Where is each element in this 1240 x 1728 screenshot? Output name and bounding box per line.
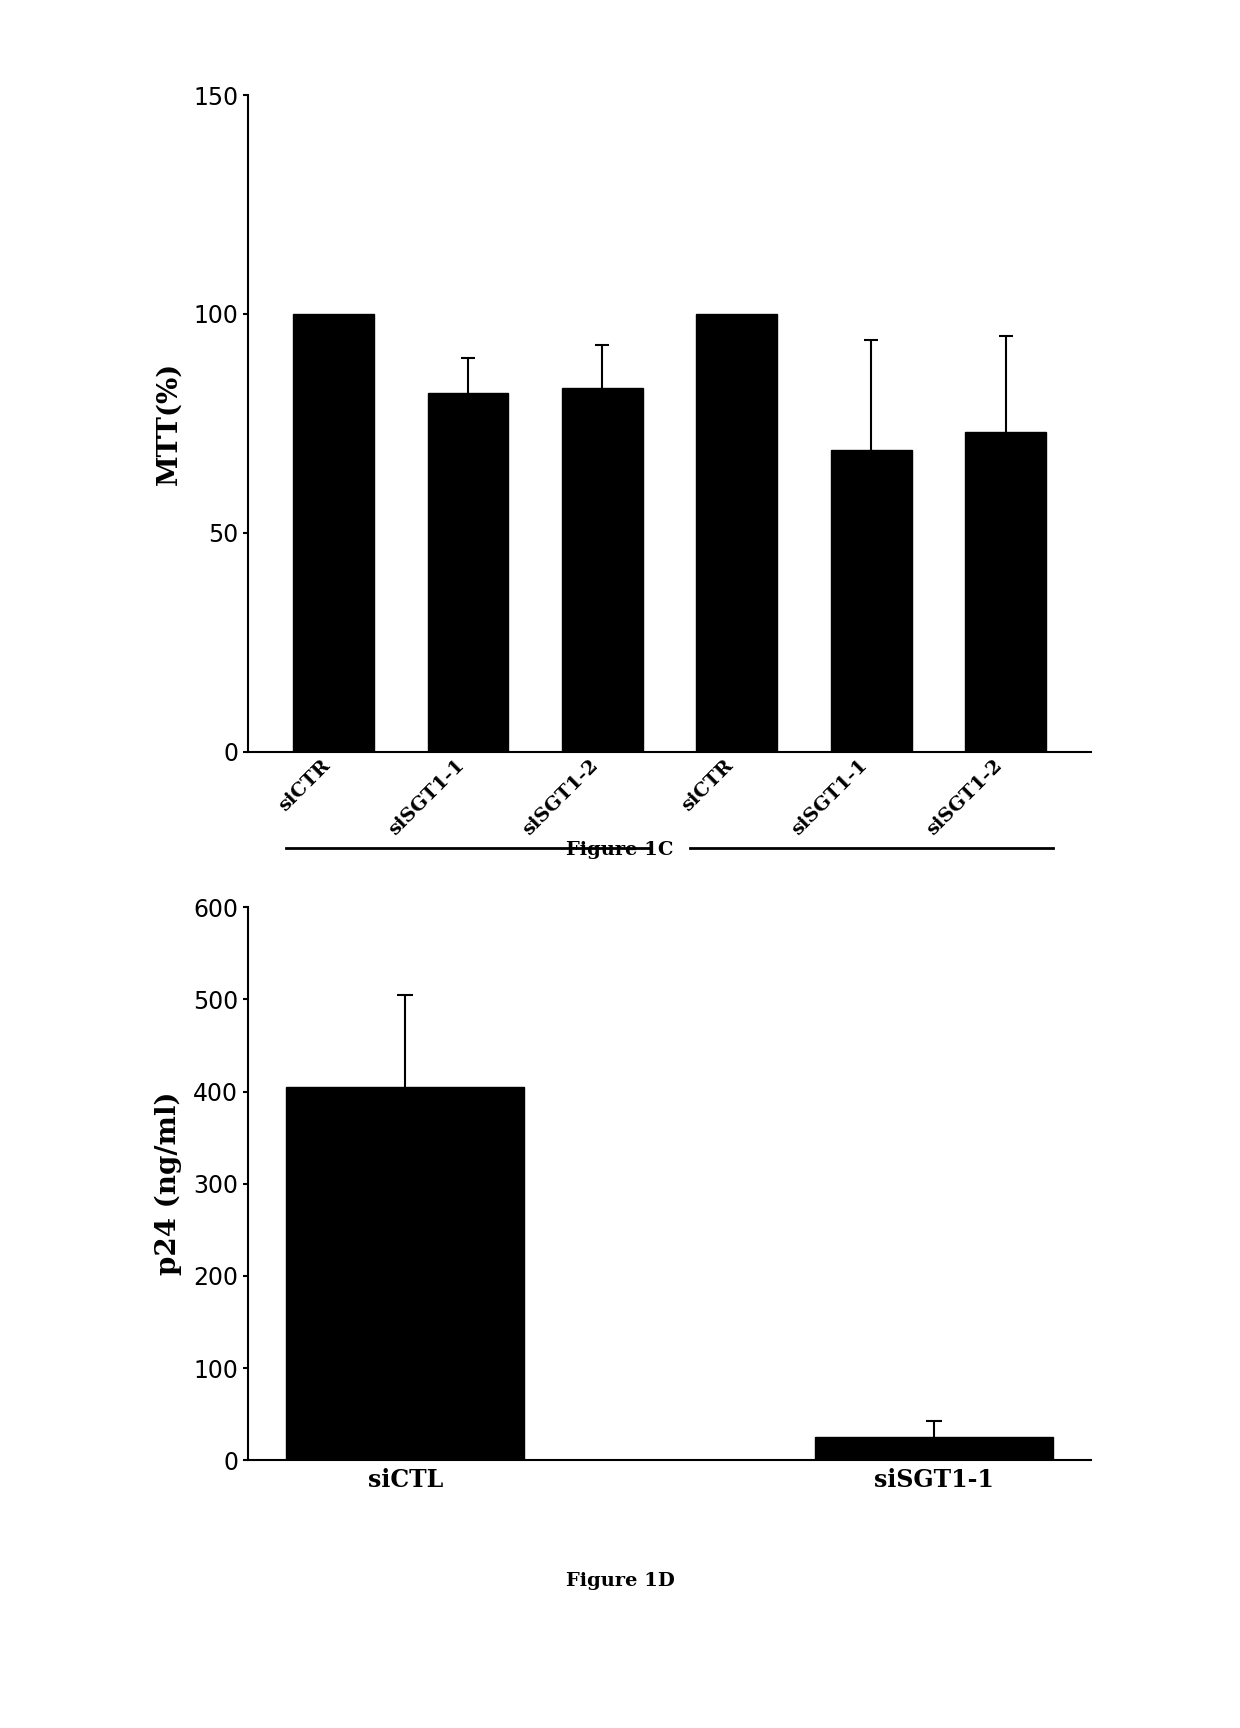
Y-axis label: MTT(%): MTT(%)	[155, 361, 182, 486]
Bar	[966, 432, 1047, 752]
Bar	[815, 1438, 1053, 1460]
Text: 96h: 96h	[846, 918, 897, 942]
Bar	[428, 392, 508, 752]
Bar	[831, 449, 911, 752]
Text: Figure 1D: Figure 1D	[565, 1572, 675, 1590]
Y-axis label: p24 (ng/ml): p24 (ng/ml)	[155, 1092, 182, 1275]
Text: Figure 1C: Figure 1C	[567, 842, 673, 859]
Bar	[293, 314, 373, 752]
Bar	[286, 1087, 525, 1460]
Text: 48h: 48h	[443, 918, 494, 942]
Bar	[562, 389, 642, 752]
Bar	[697, 314, 777, 752]
